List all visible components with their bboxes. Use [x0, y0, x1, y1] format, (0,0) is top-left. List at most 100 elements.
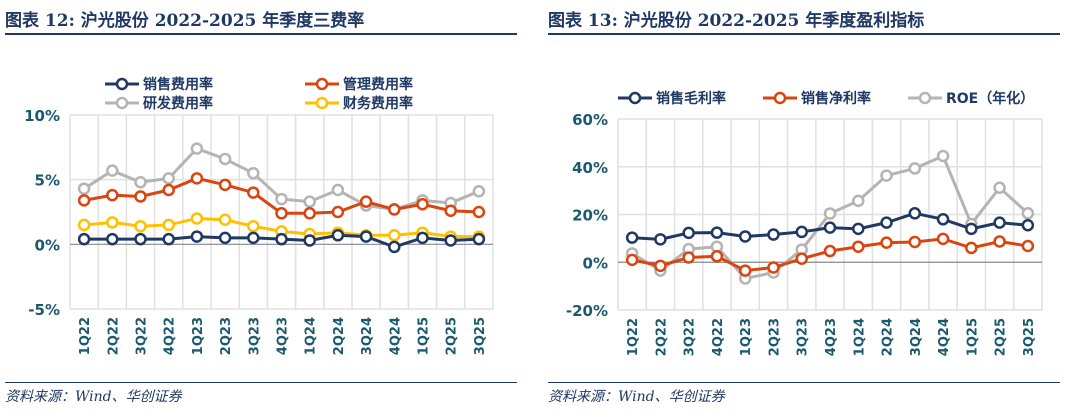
y-tick-label: 5%	[35, 172, 60, 190]
data-point	[218, 152, 232, 166]
x-tick-label: 2Q22	[654, 318, 669, 356]
data-point	[936, 149, 950, 163]
data-point	[880, 216, 893, 229]
data-point	[993, 235, 1006, 248]
data-point	[908, 207, 922, 220]
data-point	[472, 232, 486, 246]
data-point	[275, 232, 288, 246]
data-point	[134, 219, 147, 233]
divider	[548, 382, 1060, 383]
data-point	[106, 164, 119, 177]
data-point	[134, 176, 147, 189]
data-point	[247, 231, 260, 245]
data-point	[388, 240, 401, 254]
data-point	[77, 194, 91, 207]
legend-marker	[315, 77, 329, 91]
data-point	[654, 259, 667, 273]
data-point	[880, 169, 893, 182]
source-note: 资料来源：Wind、华创证券	[548, 389, 725, 405]
legend-label: 销售净利率	[801, 90, 871, 107]
data-point	[77, 232, 91, 246]
data-point	[852, 240, 865, 253]
data-point	[247, 219, 260, 233]
y-tick-label: 60%	[572, 111, 608, 129]
legend-marker	[115, 77, 129, 91]
chart-panel-profitability: 图表 13: 沪光股份 2022-2025 年季度盈利指标 -20% 0% 20% 4…	[548, 0, 1060, 412]
x-tick-label: 2Q24	[332, 317, 347, 355]
legend-marker	[628, 91, 642, 105]
chart-title: 图表 12: 沪光股份 2022-2025 年季度三费率	[5, 11, 365, 31]
x-tick-label: 3Q24	[360, 317, 375, 355]
data-point	[908, 162, 922, 175]
y-tick-label: 0%	[35, 236, 60, 254]
data-point	[416, 231, 429, 245]
x-tick-label: 2Q25	[445, 317, 460, 355]
data-point	[767, 261, 780, 274]
data-point	[331, 183, 345, 197]
data-point	[218, 178, 232, 192]
legend-label: 研发费用率	[143, 95, 213, 112]
data-point	[303, 207, 316, 220]
data-point	[738, 230, 752, 243]
data-point	[767, 228, 780, 241]
legend-label: ROE（年化）	[946, 90, 1034, 107]
data-point	[190, 212, 204, 225]
data-point	[388, 229, 401, 242]
x-tick-label: 1Q25	[965, 318, 980, 356]
data-point	[444, 234, 457, 247]
chart-svg: -20% 0% 20% 40% 60% 1Q22 2Q22 3Q22 4Q22 1Q23 2Q23 3…	[566, 90, 1043, 356]
y-tick-label: -20%	[566, 302, 608, 320]
x-tick-label: 3Q22	[683, 318, 698, 356]
data-point	[880, 236, 893, 249]
data-point	[162, 183, 175, 197]
divider	[5, 33, 517, 35]
x-tick-label: 2Q23	[767, 318, 782, 356]
data-point	[134, 190, 147, 203]
data-point	[682, 226, 695, 240]
y-tick-label: 40%	[572, 159, 608, 177]
x-tick-label: 1Q24	[852, 318, 867, 356]
y-tick-label: 0%	[583, 254, 608, 272]
data-point	[162, 218, 175, 232]
data-point	[106, 232, 119, 246]
x-tick-label: 4Q22	[711, 318, 726, 356]
data-point	[965, 241, 978, 255]
data-point	[1021, 218, 1035, 232]
data-point	[275, 192, 288, 206]
data-point	[162, 232, 175, 246]
data-point	[416, 197, 429, 211]
y-tick-label: -5%	[28, 301, 60, 319]
x-tick-label: 1Q22	[626, 318, 641, 356]
data-point	[331, 205, 345, 219]
x-tick-label: 1Q23	[739, 318, 754, 356]
x-tick-label: 4Q22	[163, 317, 178, 355]
x-tick-label: 1Q22	[78, 317, 93, 355]
data-point	[472, 185, 486, 198]
legend-marker	[315, 96, 329, 110]
x-tick-label: 1Q23	[191, 317, 206, 355]
x-tick-label: 2Q23	[219, 317, 234, 355]
x-tick-label: 1Q25	[417, 317, 432, 355]
data-point	[190, 142, 204, 155]
data-point	[738, 264, 752, 277]
data-point	[275, 207, 288, 220]
data-point	[936, 232, 950, 246]
data-point	[444, 204, 457, 217]
x-tick-label: 2Q22	[106, 317, 121, 355]
x-tick-label: 2Q24	[881, 318, 896, 356]
y-tick-label: 10%	[24, 107, 60, 125]
legend-label: 销售毛利率	[656, 90, 726, 107]
data-point	[303, 234, 316, 247]
data-point	[795, 252, 808, 265]
data-point	[247, 166, 260, 180]
data-point	[993, 216, 1006, 229]
data-point	[303, 195, 316, 208]
data-point	[106, 188, 119, 202]
x-tick-label: 3Q22	[135, 317, 150, 355]
data-point	[388, 203, 401, 216]
data-point	[965, 222, 978, 236]
data-point	[795, 225, 808, 239]
x-tick-label: 4Q24	[388, 317, 403, 355]
legend-label: 销售费用率	[143, 76, 213, 93]
data-point	[218, 213, 232, 227]
